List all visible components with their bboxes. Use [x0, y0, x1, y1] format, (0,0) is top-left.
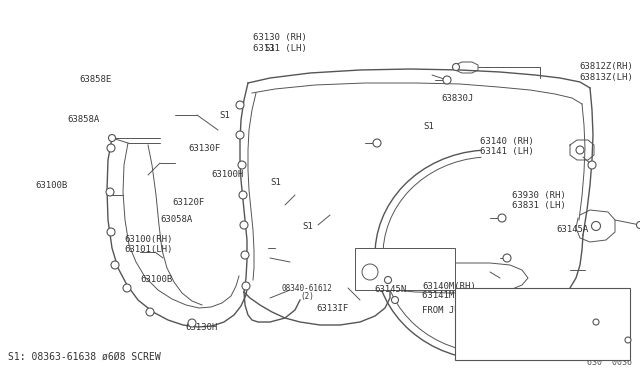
Text: 63130H: 63130H	[186, 323, 218, 332]
Text: 63120F: 63120F	[173, 198, 205, 207]
Text: FROM JULY.'81: FROM JULY.'81	[422, 306, 492, 315]
Circle shape	[591, 221, 600, 231]
Circle shape	[146, 308, 154, 316]
Text: 63140 (RH): 63140 (RH)	[480, 137, 534, 146]
Circle shape	[392, 296, 399, 304]
Text: 08340-61612: 08340-61612	[282, 284, 333, 293]
Text: 63100B: 63100B	[141, 275, 173, 284]
Circle shape	[238, 161, 246, 169]
Text: 63858A: 63858A	[67, 115, 99, 124]
Circle shape	[452, 64, 460, 71]
Circle shape	[576, 146, 584, 154]
Text: S1: S1	[271, 178, 282, 187]
Text: S1: S1	[220, 111, 230, 120]
Text: 6313IF: 6313IF	[317, 304, 349, 313]
Circle shape	[111, 261, 119, 269]
Text: 63058A: 63058A	[160, 215, 192, 224]
Text: 63858E: 63858E	[80, 76, 112, 84]
Circle shape	[242, 282, 250, 290]
Text: 63130 (RH): 63130 (RH)	[253, 33, 307, 42]
Text: 63145N: 63145N	[374, 285, 406, 294]
Circle shape	[385, 276, 392, 283]
Circle shape	[240, 221, 248, 229]
Circle shape	[236, 131, 244, 139]
Text: S1: S1	[303, 222, 314, 231]
Circle shape	[107, 228, 115, 236]
Text: (2): (2)	[300, 292, 314, 301]
Circle shape	[362, 264, 378, 280]
Text: S1: S1	[423, 122, 434, 131]
Text: 63131 (LH): 63131 (LH)	[253, 44, 307, 53]
Circle shape	[498, 214, 506, 222]
Text: ^630^ 0036: ^630^ 0036	[582, 358, 632, 367]
Text: 63930 (RH): 63930 (RH)	[512, 191, 566, 200]
Circle shape	[106, 188, 114, 196]
Circle shape	[637, 221, 640, 228]
Text: 63100(RH): 63100(RH)	[124, 235, 173, 244]
Text: S1: 08363-61638 ø6Ø8 SCREW: S1: 08363-61638 ø6Ø8 SCREW	[8, 352, 161, 362]
Text: 63145A: 63145A	[557, 225, 589, 234]
Text: 63830J: 63830J	[442, 94, 474, 103]
Circle shape	[241, 251, 249, 259]
Circle shape	[503, 254, 511, 262]
Circle shape	[239, 191, 247, 199]
Text: 63831 (LH): 63831 (LH)	[512, 201, 566, 210]
Text: 63140M(RH): 63140M(RH)	[422, 282, 476, 291]
Text: 63101(LH): 63101(LH)	[124, 246, 173, 254]
Text: 63100H: 63100H	[211, 170, 243, 179]
Text: 63141M (LH): 63141M (LH)	[422, 291, 481, 300]
Text: 63100B: 63100B	[35, 182, 67, 190]
Text: 63141 (LH): 63141 (LH)	[480, 147, 534, 156]
Circle shape	[588, 161, 596, 169]
Text: S1: S1	[264, 44, 275, 53]
Circle shape	[107, 144, 115, 152]
Bar	[455, 288, 630, 360]
Circle shape	[443, 76, 451, 84]
Text: 63813Z(LH): 63813Z(LH)	[580, 73, 634, 81]
Text: 63812Z(RH): 63812Z(RH)	[580, 62, 634, 71]
Circle shape	[236, 101, 244, 109]
Circle shape	[625, 337, 631, 343]
Text: S: S	[367, 267, 372, 276]
FancyBboxPatch shape	[355, 248, 455, 290]
Circle shape	[109, 135, 115, 141]
Circle shape	[188, 319, 196, 327]
Circle shape	[593, 319, 599, 325]
Text: 63130F: 63130F	[189, 144, 221, 153]
Circle shape	[123, 284, 131, 292]
Circle shape	[373, 139, 381, 147]
